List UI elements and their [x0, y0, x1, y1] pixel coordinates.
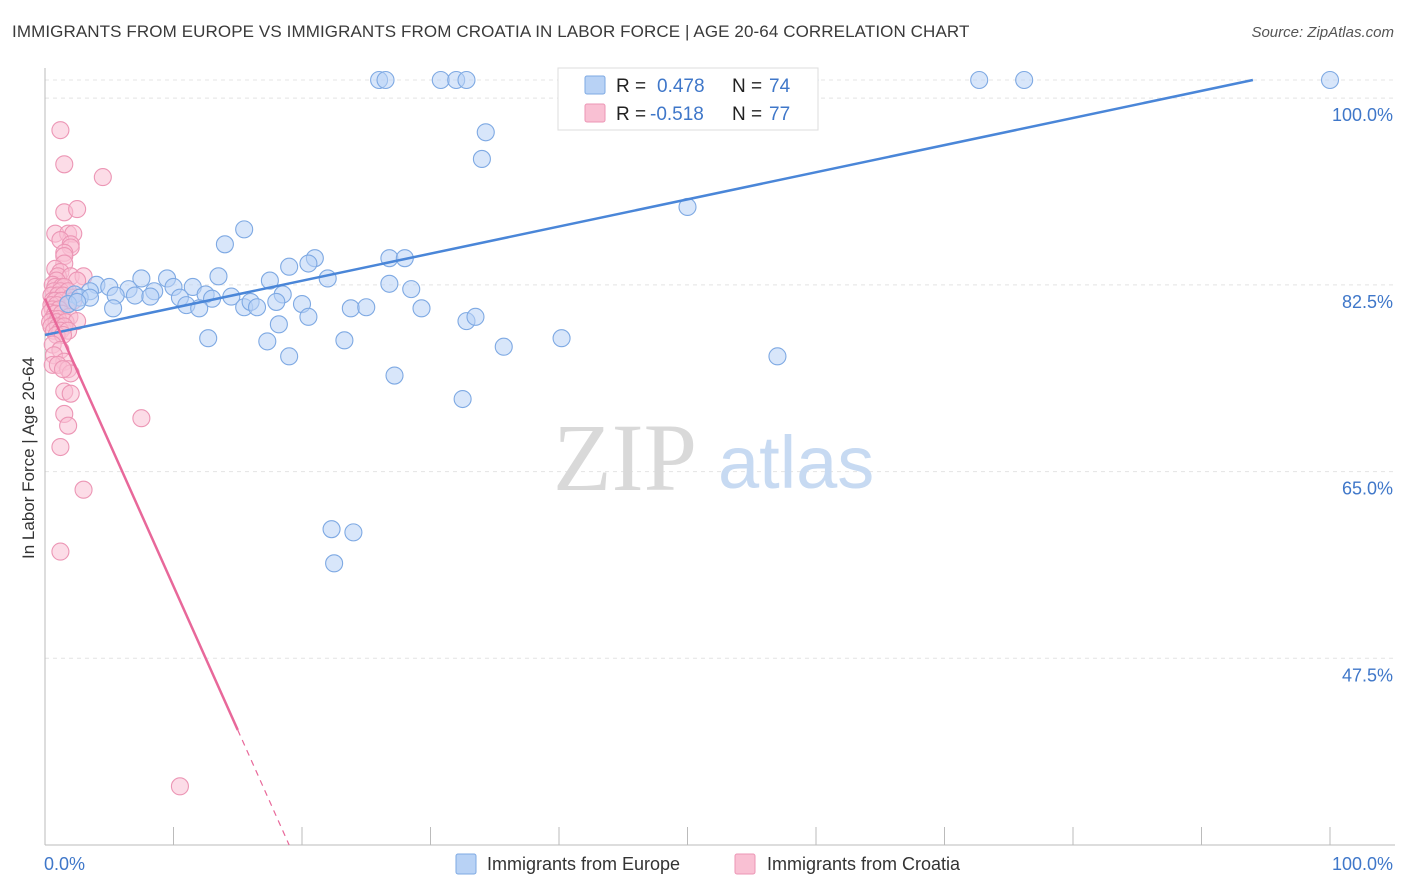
chart-title: IMMIGRANTS FROM EUROPE VS IMMIGRANTS FRO… [12, 22, 970, 41]
europe-point-71 [322, 520, 341, 539]
watermark-atlas: atlas [718, 421, 874, 504]
europe-point-55 [341, 299, 360, 318]
y-tick-label-2: 65.0% [1342, 479, 1393, 499]
legend-europe-swatch [455, 853, 477, 875]
europe-point-72 [344, 523, 363, 542]
legend-croatia-label: Immigrants from Croatia [767, 854, 961, 874]
y-tick-labels: 100.0% 82.5% 65.0% 47.5% [1332, 105, 1393, 685]
croatia-point-67 [53, 360, 73, 379]
stats-europe-n-label: N = [732, 76, 762, 97]
europe-point-67 [280, 347, 299, 366]
croatia-trend-line [43, 298, 239, 731]
europe-point-64 [335, 331, 354, 350]
x-tick-labels: 0.0% 100.0% [44, 854, 1393, 874]
europe-point-2 [431, 70, 450, 90]
y-axis-label: In Labor Force | Age 20-64 [19, 357, 38, 559]
europe-point-66 [552, 329, 571, 348]
x-tick-label-0: 0.0% [44, 854, 85, 874]
europe-point-1 [376, 70, 395, 90]
trend-lines [43, 78, 1254, 846]
europe-point-7 [970, 70, 989, 90]
europe-point-25 [380, 274, 399, 293]
stats-europe-n-value: 74 [769, 76, 791, 97]
europe-point-54 [247, 298, 267, 317]
croatia-trend-extension [237, 729, 290, 846]
europe-point-10 [476, 123, 495, 142]
europe-point-59 [466, 307, 485, 326]
europe-point-13 [235, 220, 254, 239]
europe-point-18 [299, 254, 318, 273]
croatia-point-73 [51, 437, 70, 457]
europe-point-52 [104, 299, 123, 318]
croatia-point-0 [51, 121, 70, 140]
croatia-point-69 [61, 384, 80, 403]
europe-point-62 [199, 329, 218, 348]
europe-point-68 [768, 347, 787, 366]
europe-point-23 [132, 269, 151, 288]
europe-point-39 [141, 287, 160, 306]
croatia-point-2 [93, 168, 112, 187]
europe-point-9 [1320, 70, 1340, 90]
stats-europe-swatch [584, 75, 606, 95]
europe-point-61 [299, 307, 318, 326]
stats-legend: R = 0.478 N = 74 R = -0.518 N = 77 [557, 67, 819, 131]
stats-europe-r-label: R = [616, 76, 646, 97]
croatia-point-74 [74, 480, 93, 499]
europe-point-50 [267, 292, 286, 311]
stats-croatia-r-label: R = [616, 104, 646, 125]
watermark-zip: ZIP [553, 404, 697, 511]
y-tick-label-3: 47.5% [1342, 665, 1393, 685]
europe-point-21 [209, 267, 228, 286]
stats-europe-r-value: 0.478 [657, 76, 705, 97]
europe-point-22 [260, 271, 279, 290]
series-europe-points [59, 70, 1340, 573]
stats-croatia-n-value: 77 [769, 104, 790, 125]
legend: Immigrants from Europe Immigrants from C… [455, 853, 961, 875]
europe-point-70 [453, 389, 472, 409]
croatia-point-76 [170, 777, 189, 796]
croatia-point-72 [132, 409, 151, 428]
x-tick-label-1: 100.0% [1332, 854, 1393, 874]
europe-point-69 [385, 366, 404, 385]
croatia-point-71 [59, 416, 78, 435]
croatia-point-4 [68, 200, 87, 219]
croatia-point-75 [51, 542, 70, 561]
europe-point-26 [402, 280, 421, 299]
axes [44, 68, 1395, 846]
stats-croatia-r-value: -0.518 [650, 104, 704, 125]
europe-point-46 [68, 292, 87, 311]
source-note: Source: ZipAtlas.com [1251, 24, 1394, 41]
y-tick-label-0: 100.0% [1332, 105, 1393, 125]
gridlines [45, 79, 1395, 659]
europe-point-65 [494, 337, 513, 356]
europe-point-73 [325, 554, 344, 573]
europe-point-38 [125, 286, 144, 305]
legend-europe-label: Immigrants from Europe [487, 854, 680, 874]
croatia-point-1 [55, 155, 74, 174]
europe-point-57 [412, 299, 431, 318]
europe-point-8 [1015, 70, 1034, 90]
europe-point-19 [280, 257, 299, 276]
europe-point-56 [357, 298, 376, 317]
y-tick-label-1: 82.5% [1342, 292, 1393, 312]
europe-point-60 [269, 315, 288, 334]
legend-croatia-swatch [734, 853, 756, 875]
europe-point-20 [318, 269, 337, 288]
europe-trend-line [44, 78, 1254, 337]
stats-croatia-swatch [584, 103, 606, 123]
stats-croatia-n-label: N = [732, 104, 762, 125]
europe-point-63 [258, 332, 277, 351]
europe-point-14 [215, 235, 234, 254]
europe-point-11 [472, 149, 491, 169]
europe-point-4 [457, 70, 476, 90]
